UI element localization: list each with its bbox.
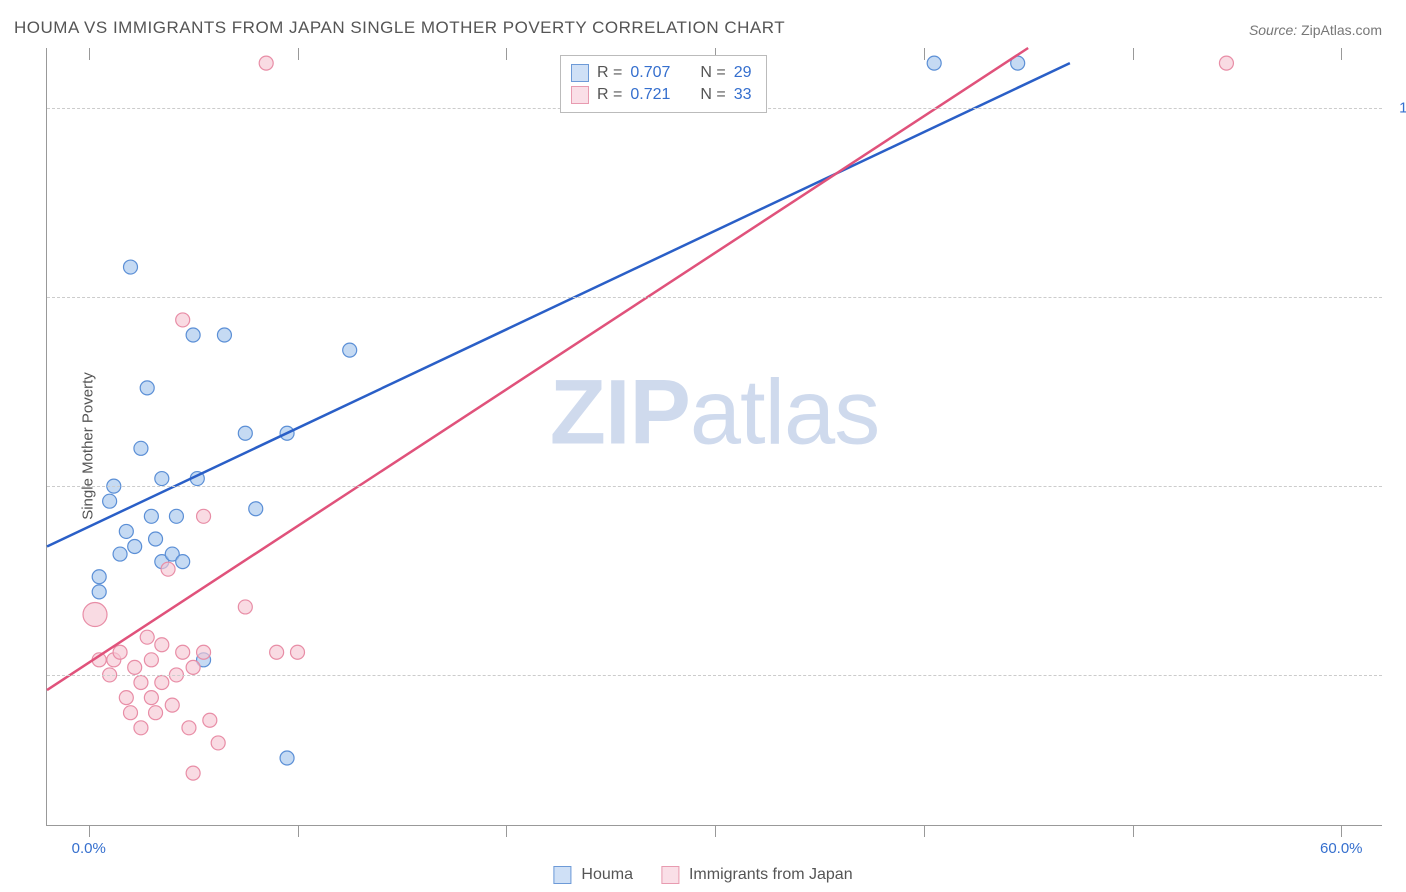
legend-n-value: 33	[734, 86, 752, 104]
data-point	[140, 630, 154, 644]
legend-r-value: 0.707	[630, 64, 670, 82]
data-point	[119, 524, 133, 538]
series-name: Houma	[581, 866, 633, 884]
data-point	[165, 698, 179, 712]
data-point	[186, 660, 200, 674]
series-legend-item: Immigrants from Japan	[661, 866, 853, 884]
data-point	[270, 645, 284, 659]
x-tick	[506, 825, 507, 837]
series-name: Immigrants from Japan	[689, 866, 853, 884]
x-tick	[715, 825, 716, 837]
x-tick-top	[1341, 48, 1342, 60]
legend-n-value: 29	[734, 64, 752, 82]
data-point	[113, 645, 127, 659]
data-point	[124, 260, 138, 274]
data-point	[176, 645, 190, 659]
data-point	[291, 645, 305, 659]
legend-swatch	[571, 86, 589, 104]
legend-r-prefix: R =	[597, 64, 622, 82]
data-point	[176, 555, 190, 569]
gridline	[47, 486, 1382, 487]
data-point	[161, 562, 175, 576]
legend-row: R = 0.707 N = 29	[571, 62, 752, 84]
x-tick-top	[298, 48, 299, 60]
data-point	[134, 675, 148, 689]
data-point	[144, 691, 158, 705]
data-point	[134, 721, 148, 735]
data-point	[927, 56, 941, 70]
data-point	[211, 736, 225, 750]
x-tick	[924, 825, 925, 837]
source-label: Source:	[1249, 22, 1297, 38]
data-point	[249, 502, 263, 516]
data-point	[113, 547, 127, 561]
legend-swatch	[553, 866, 571, 884]
data-point	[186, 766, 200, 780]
series-legend-item: Houma	[553, 866, 633, 884]
data-point	[92, 570, 106, 584]
data-point	[343, 343, 357, 357]
data-point	[83, 603, 107, 627]
data-point	[176, 313, 190, 327]
x-tick-label: 0.0%	[72, 840, 106, 857]
legend-row: R = 0.721 N = 33	[571, 84, 752, 106]
data-point	[197, 509, 211, 523]
data-point	[238, 600, 252, 614]
x-tick	[298, 825, 299, 837]
series-legend: Houma Immigrants from Japan	[553, 866, 852, 884]
data-point	[103, 494, 117, 508]
gridline	[47, 675, 1382, 676]
gridline	[47, 297, 1382, 298]
data-point	[92, 585, 106, 599]
data-point	[144, 509, 158, 523]
data-point	[186, 328, 200, 342]
x-tick-top	[1133, 48, 1134, 60]
data-point	[155, 472, 169, 486]
x-tick-top	[89, 48, 90, 60]
legend-r-prefix: R =	[597, 86, 622, 104]
source-value: ZipAtlas.com	[1301, 22, 1382, 38]
x-tick-top	[506, 48, 507, 60]
plot-svg	[47, 48, 1382, 825]
legend-r-value: 0.721	[630, 86, 670, 104]
data-point	[128, 540, 142, 554]
x-tick-label: 60.0%	[1320, 840, 1363, 857]
data-point	[119, 691, 133, 705]
legend-n-prefix: N =	[700, 64, 725, 82]
chart-plot-area: ZIPatlas 25.0%50.0%75.0%100.0%0.0%60.0%	[46, 48, 1382, 826]
x-tick	[1133, 825, 1134, 837]
x-tick	[89, 825, 90, 837]
data-point	[149, 706, 163, 720]
y-tick-label: 100.0%	[1399, 100, 1406, 117]
legend-swatch	[571, 64, 589, 82]
data-point	[203, 713, 217, 727]
regression-line	[47, 63, 1070, 546]
data-point	[182, 721, 196, 735]
data-point	[259, 56, 273, 70]
data-point	[128, 660, 142, 674]
chart-title: HOUMA VS IMMIGRANTS FROM JAPAN SINGLE MO…	[14, 18, 785, 38]
data-point	[217, 328, 231, 342]
regression-line	[47, 48, 1028, 690]
data-point	[197, 645, 211, 659]
data-point	[149, 532, 163, 546]
data-point	[140, 381, 154, 395]
data-point	[134, 441, 148, 455]
legend-swatch	[661, 866, 679, 884]
legend-n-prefix: N =	[700, 86, 725, 104]
data-point	[1219, 56, 1233, 70]
data-point	[238, 426, 252, 440]
source-attribution: Source: ZipAtlas.com	[1249, 22, 1382, 38]
correlation-legend: R = 0.707 N = 29 R = 0.721 N = 33	[560, 55, 767, 113]
data-point	[124, 706, 138, 720]
data-point	[280, 751, 294, 765]
x-tick	[1341, 825, 1342, 837]
data-point	[144, 653, 158, 667]
data-point	[155, 638, 169, 652]
x-tick-top	[924, 48, 925, 60]
data-point	[155, 675, 169, 689]
data-point	[169, 509, 183, 523]
